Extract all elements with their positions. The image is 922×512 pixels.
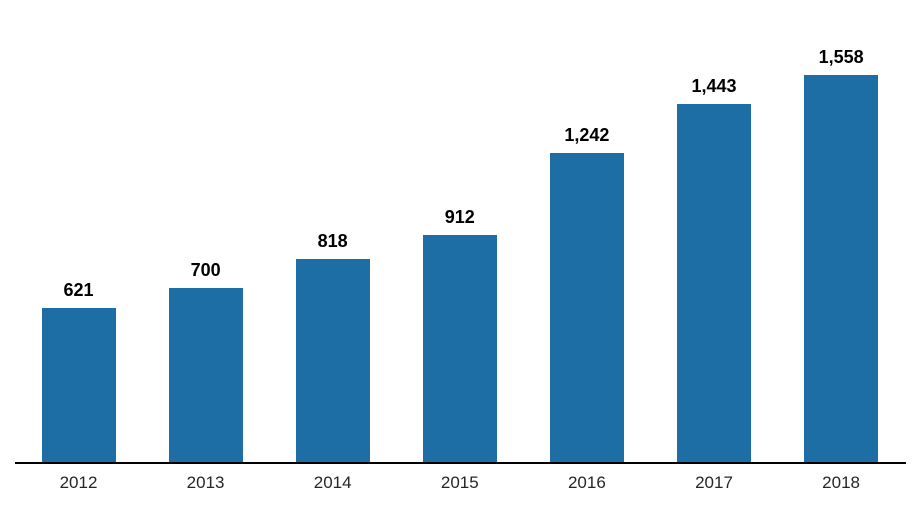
bar-value-label-2012: 621: [63, 280, 94, 300]
bar-group-2014: 818: [295, 231, 370, 462]
bar-value-label-2018: 1,558: [818, 47, 864, 67]
bar-2012: [41, 308, 116, 462]
bar-2017: [677, 104, 751, 462]
bar-2018: [804, 75, 879, 462]
bar-group-2017: 1,443: [677, 76, 751, 462]
x-tick-label-2016: 2016: [567, 473, 606, 492]
bar-2015: [422, 235, 497, 462]
bar-value-label-2013: 700: [190, 260, 221, 280]
x-axis-line: [15, 462, 906, 464]
x-tick-label-2018: 2018: [822, 473, 860, 492]
bar-value-label-2015: 912: [444, 207, 475, 227]
x-tick-label-2012: 2012: [59, 473, 98, 492]
x-tick-label-2015: 2015: [440, 473, 479, 492]
bar-value-label-2017: 1,443: [691, 76, 737, 96]
bar-2014: [295, 259, 370, 462]
bar-group-2018: 1,558: [804, 47, 879, 462]
bar-2013: [168, 288, 243, 462]
x-tick-label-2017: 2017: [695, 473, 733, 492]
bar-group-2013: 700: [168, 260, 243, 462]
bar-value-label-2014: 818: [317, 231, 348, 251]
x-tick-label-2014: 2014: [313, 473, 352, 492]
bar-2016: [549, 153, 624, 462]
x-tick-label-2013: 2013: [186, 473, 225, 492]
bar-group-2016: 1,242: [549, 125, 624, 462]
bar-group-2015: 912: [422, 207, 497, 462]
bar-value-label-2016: 1,242: [564, 125, 610, 145]
bar-group-2012: 621: [41, 280, 116, 462]
